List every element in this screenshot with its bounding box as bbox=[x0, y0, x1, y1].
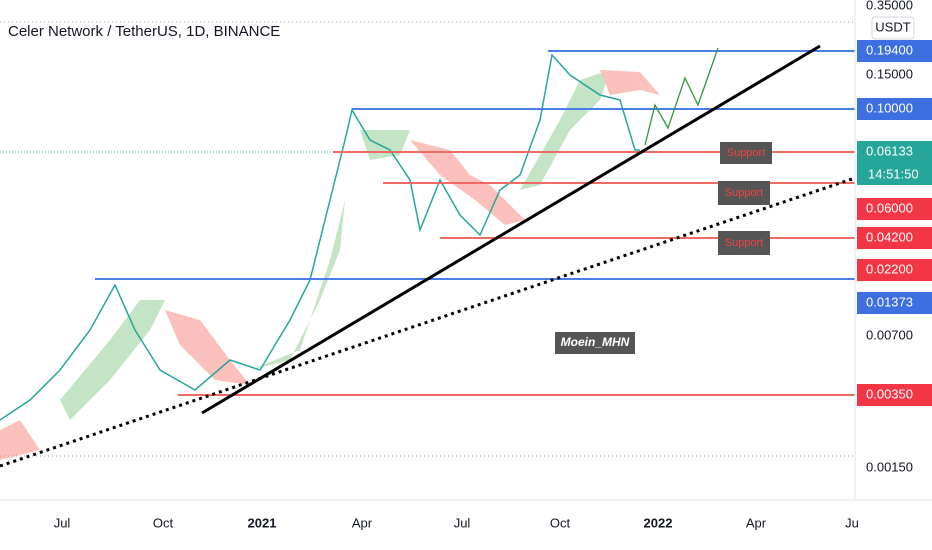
price-label-box bbox=[857, 384, 932, 406]
price-label: 0.02200 bbox=[866, 261, 913, 276]
price-path bbox=[0, 53, 640, 421]
support-tag: Support bbox=[725, 237, 764, 249]
time-label: Oct bbox=[153, 515, 174, 530]
time-label: 2021 bbox=[248, 515, 277, 530]
tag-box bbox=[718, 231, 770, 255]
price-label: 0.06133 bbox=[866, 143, 913, 158]
price-label-box bbox=[857, 98, 932, 120]
price-tick: 0.15000 bbox=[866, 66, 913, 81]
currency-box bbox=[871, 16, 915, 40]
price-labels: 0.19400 0.10000 0.06133 0.06000 0.04200 0.022… bbox=[857, 40, 932, 406]
price-tick: 0.00150 bbox=[866, 459, 913, 474]
price-tick: 0.00700 bbox=[866, 327, 913, 342]
projection-arrows bbox=[644, 47, 719, 146]
price-label-box bbox=[857, 40, 932, 62]
chart-title: Celer Network / TetherUS, 1D, BINANCE bbox=[8, 23, 280, 40]
currency: USDT bbox=[875, 19, 910, 34]
time-label: Oct bbox=[550, 515, 571, 530]
price-label: 0.04200 bbox=[866, 229, 913, 244]
trendline bbox=[201, 44, 821, 415]
price-label: 0.01373 bbox=[866, 294, 913, 309]
support-tags: Support Support Support Moein_MHN bbox=[555, 142, 772, 354]
time-labels: Jul Oct 2021 Apr Jul Oct 2022 Apr Ju bbox=[54, 515, 859, 530]
support-tag: Support bbox=[725, 187, 764, 199]
time-label: 2022 bbox=[644, 515, 673, 530]
price-label-box bbox=[857, 198, 932, 220]
tag-box bbox=[718, 181, 770, 205]
price-label: 0.06000 bbox=[866, 200, 913, 215]
tag-box bbox=[555, 332, 635, 354]
tag-box bbox=[720, 142, 772, 164]
author-tag: Moein_MHN bbox=[561, 335, 630, 349]
time-label: Ju bbox=[845, 515, 859, 530]
price-label-box bbox=[857, 292, 932, 314]
time-label: Jul bbox=[54, 515, 71, 530]
price-tick: 0.35000 bbox=[866, 0, 913, 12]
price-label: 0.00350 bbox=[866, 386, 913, 401]
support-tag: Support bbox=[727, 147, 766, 159]
price-label-box bbox=[857, 259, 932, 281]
price-label: 0.19400 bbox=[866, 42, 913, 57]
countdown: 14:51:50 bbox=[868, 166, 919, 181]
price-label-box bbox=[857, 227, 932, 249]
price-label: 0.10000 bbox=[866, 100, 913, 115]
time-label: Apr bbox=[352, 515, 373, 530]
trendline-dotted bbox=[0, 176, 856, 468]
time-label: Jul bbox=[454, 515, 471, 530]
time-label: Apr bbox=[746, 515, 767, 530]
price-label-box bbox=[857, 141, 932, 185]
price-ticks: 0.35000 0.15000 0.00700 0.00150 bbox=[866, 0, 913, 474]
